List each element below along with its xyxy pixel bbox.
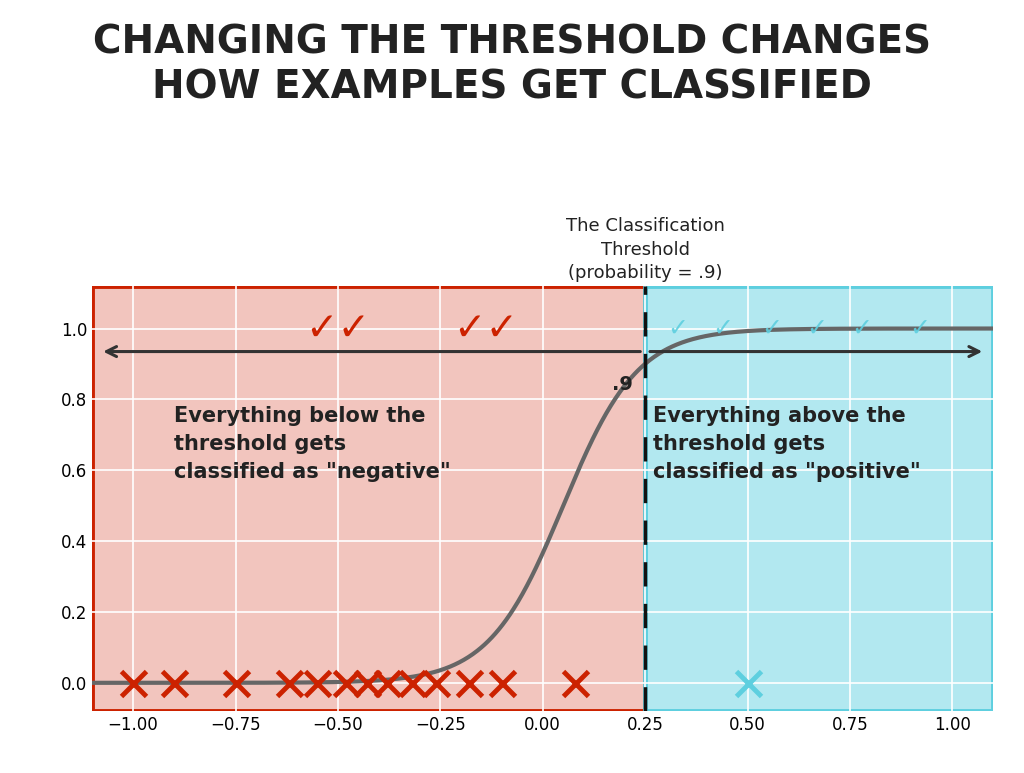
Text: ✓: ✓ — [807, 316, 827, 341]
Text: Everything below the
threshold gets
classified as "negative": Everything below the threshold gets clas… — [174, 407, 451, 482]
Text: CHANGING THE THRESHOLD CHANGES
HOW EXAMPLES GET CLASSIFIED: CHANGING THE THRESHOLD CHANGES HOW EXAMP… — [93, 23, 931, 107]
Text: ✓✓: ✓✓ — [453, 309, 518, 348]
Text: ✓: ✓ — [668, 316, 688, 341]
Bar — [645, 286, 993, 711]
Text: ✓: ✓ — [852, 316, 872, 341]
Text: .9: .9 — [612, 375, 633, 393]
Text: The Classification
Threshold
(probability = .9): The Classification Threshold (probabilit… — [565, 217, 725, 282]
Text: ✓: ✓ — [909, 316, 930, 341]
Text: ✓: ✓ — [762, 316, 782, 341]
Text: ✓: ✓ — [713, 316, 733, 341]
Text: ✓✓: ✓✓ — [305, 309, 371, 348]
Bar — [92, 286, 645, 711]
Text: Everything above the
threshold gets
classified as "positive": Everything above the threshold gets clas… — [653, 407, 921, 482]
